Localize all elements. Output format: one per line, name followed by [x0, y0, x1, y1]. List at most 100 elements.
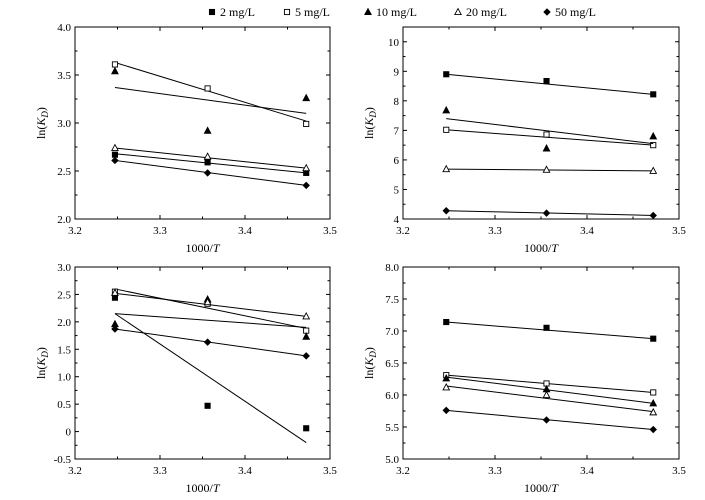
legend-item-10-mg-l: 10 mg/L: [364, 5, 417, 19]
data-point-20-mg-l: [649, 166, 658, 174]
series-20-mg-l: [111, 143, 311, 172]
x-tick-label: 3.4: [238, 465, 252, 477]
fit-line-5-mg-l: [446, 129, 654, 146]
plot-frame: [402, 26, 680, 220]
fit-line-10-mg-l: [114, 86, 307, 114]
x-tick-label: 3.2: [396, 465, 410, 477]
x-tick-label: 3.5: [672, 465, 686, 477]
y-tick-label: 4: [394, 214, 400, 226]
data-point-5-mg-l: [650, 389, 657, 396]
y-tick-label: 3.5: [57, 70, 71, 82]
series-50-mg-l: [442, 406, 657, 434]
data-point-10-mg-l: [442, 374, 451, 382]
y-tick-label: 9: [394, 66, 400, 78]
legend-marker-5-mg-l: [283, 8, 291, 16]
x-tick-label: 3.3: [488, 465, 502, 477]
y-tick-label: 6.5: [385, 358, 399, 370]
data-point-2-mg-l: [111, 294, 118, 301]
data-point-10-mg-l: [203, 126, 212, 134]
series-5-mg-l: [443, 126, 657, 149]
data-point-2-mg-l: [303, 425, 310, 432]
series-50-mg-l: [111, 325, 310, 360]
data-point-5-mg-l: [303, 120, 310, 128]
data-point-50-mg-l: [302, 352, 310, 360]
legend: 2 mg/L 5 mg/L 10 mg/L 20 mg/L 50 mg/L: [208, 5, 596, 19]
series-20-mg-l: [442, 164, 658, 174]
y-tick-label: 2.5: [57, 166, 71, 178]
data-point-2-mg-l: [443, 71, 450, 78]
fit-line-20-mg-l: [446, 385, 654, 413]
series-10-mg-l: [442, 105, 658, 152]
data-point-50-mg-l: [203, 338, 212, 346]
x-tick-label: 3.4: [580, 225, 594, 237]
data-point-50-mg-l: [302, 181, 310, 190]
y-tick-label: 2.0: [57, 317, 71, 329]
fit-line-10-mg-l: [446, 376, 654, 404]
legend-label: 2 mg/L: [220, 5, 255, 19]
series-20-mg-l: [442, 382, 658, 416]
legend-marker-20-mg-l: [454, 7, 462, 16]
series-20-mg-l: [111, 288, 311, 320]
x-tick-label: 3.3: [153, 225, 167, 237]
series-50-mg-l: [442, 207, 657, 220]
legend-item-2-mg-l: 2 mg/L: [208, 5, 255, 19]
data-point-50-mg-l: [649, 211, 657, 220]
fit-line-5-mg-l: [114, 62, 307, 122]
x-axis-title: 1000/T: [524, 241, 559, 255]
y-tick-label: 5.0: [385, 454, 399, 466]
chart-panels: 3.2 3.3 3.4 3.52.02.53.03.54.01000/Tln(KD)3…: [34, 22, 686, 495]
x-axis-title: 1000/T: [185, 481, 220, 495]
data-point-20-mg-l: [302, 312, 311, 320]
legend-item-20-mg-l: 20 mg/L: [454, 5, 507, 19]
plot-frame: [74, 26, 331, 220]
y-tick-label: 7.0: [385, 326, 399, 338]
data-point-20-mg-l: [442, 382, 451, 391]
data-point-5-mg-l: [650, 142, 657, 149]
data-point-20-mg-l: [111, 143, 119, 152]
legend-marker-2-mg-l: [208, 8, 216, 16]
data-point-2-mg-l: [543, 78, 550, 85]
x-tick-label: 3.5: [323, 225, 337, 237]
x-tick-label: 3.2: [68, 465, 82, 477]
x-tick-label: 3.2: [68, 225, 82, 237]
data-point-2-mg-l: [111, 151, 118, 158]
legend-marker-50-mg-l: [543, 8, 551, 16]
data-point-50-mg-l: [442, 406, 450, 415]
data-point-10-mg-l: [111, 66, 119, 75]
legend-label: 20 mg/L: [466, 5, 507, 19]
data-point-20-mg-l: [542, 165, 551, 173]
series-2-mg-l: [111, 151, 310, 176]
y-tick-label: 3.0: [57, 118, 71, 130]
legend-marker-10-mg-l: [364, 7, 372, 16]
x-tick-label: 3.2: [396, 225, 410, 237]
y-tick-label: -0.5: [54, 454, 72, 466]
data-point-20-mg-l: [542, 390, 551, 399]
y-tick-label: 5: [394, 184, 400, 196]
y-axis-title: ln(KD): [362, 347, 378, 379]
data-point-50-mg-l: [542, 416, 551, 424]
x-tick-label: 3.4: [238, 225, 252, 237]
x-axis-title: 1000/T: [185, 241, 220, 255]
data-point-20-mg-l: [203, 297, 212, 306]
data-point-2-mg-l: [650, 335, 657, 342]
series-2-mg-l: [111, 294, 310, 443]
data-point-20-mg-l: [442, 164, 451, 173]
y-tick-label: 1.5: [57, 344, 71, 356]
data-point-2-mg-l: [204, 159, 211, 166]
legend-label: 5 mg/L: [295, 5, 330, 19]
series-10-mg-l: [111, 66, 311, 134]
data-point-20-mg-l: [203, 152, 212, 160]
fit-line-10-mg-l: [446, 118, 654, 145]
chart-panel-2: 3.2 3.3 3.4 3.5 4 5 6 7 8 9 10 1000/T ln(KD): [362, 26, 686, 255]
y-tick-label: 1.0: [57, 372, 71, 384]
data-point-20-mg-l: [111, 288, 119, 296]
y-tick-label: 5.5: [385, 422, 399, 434]
x-tick-label: 3.4: [580, 465, 594, 477]
series-2-mg-l: [443, 318, 657, 342]
data-point-10-mg-l: [649, 398, 658, 407]
series-50-mg-l: [111, 156, 310, 190]
fit-line-10-mg-l: [114, 313, 307, 328]
x-tick-label: 3.5: [672, 225, 686, 237]
y-tick-label: 7: [394, 125, 400, 137]
